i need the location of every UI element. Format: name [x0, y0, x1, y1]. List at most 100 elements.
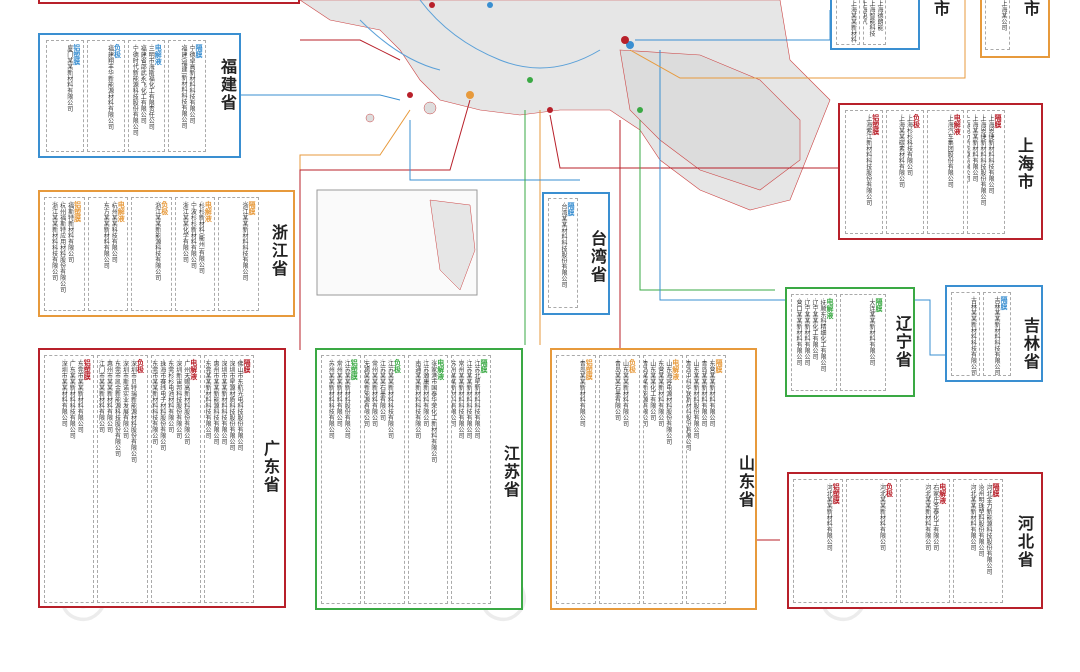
box-title: 市: [931, 0, 950, 18]
category-heading: 负极: [160, 201, 169, 215]
category-heading: 电解液: [953, 114, 962, 135]
supplier-column: 铝塑膜 ·上海紫江新材料科技股份有限公司: [845, 110, 883, 234]
company-name: ·宁德卓高新材料科技有限公司: [188, 44, 195, 124]
jilin-box: [945, 285, 1043, 382]
company-name: ·厦门某某新材料有限公司: [65, 44, 73, 112]
company-name: ·东莞杉杉电池材料有限公司: [166, 359, 174, 433]
category-heading: 电解液: [826, 298, 834, 319]
category-heading: 铝塑膜: [832, 483, 841, 504]
company-name: ·江苏某某新材料科技有限公司: [465, 359, 472, 439]
company-name: ·东营某某新材料有限公司: [656, 359, 664, 427]
company-name: ·上海杉杉科技有限公司: [905, 114, 913, 176]
supplier-column: 铝塑膜 ·福斯特新材料有限公司 ·杭州福斯特应用材料股份有限公司 ·浙江某某新材料科技…: [44, 197, 85, 311]
connector-line: [409, 120, 580, 181]
company-name: ·辽宁某某化工有限公司: [811, 298, 818, 360]
company-name: ·江门市某某新材料有限公司: [97, 359, 105, 433]
category-heading: 铝塑膜: [585, 359, 594, 380]
supplier-column: ·上海德朗能 ·上海智能科技 ·上海电气: [862, 0, 886, 45]
company-name: ·江苏某某新材料股份有限公司: [343, 359, 351, 439]
company-name: ·杭州福斯特应用材料股份有限公司: [58, 201, 66, 293]
company-name: ·深圳市星源材质科技股份有限公司: [228, 359, 235, 451]
company-name: ·珠海市赛纬电子材料股份有限公司: [158, 359, 166, 451]
category-heading: 隔膜: [247, 201, 256, 215]
category-heading: 电解液: [938, 483, 947, 504]
connector-line: [299, 109, 411, 190]
jilin-title: 吉林省: [1021, 317, 1040, 371]
company-name: ·营口某某新材料有限公司: [795, 298, 802, 366]
supplier-column: 电解液 ·石家庄圣泰化工有限公司 ·河北某某新材料有限公司: [899, 479, 950, 603]
company-name: ·东莞市某某新材料有限公司: [76, 359, 84, 433]
category-heading: 隔膜: [992, 483, 1000, 497]
supplier-column: 隔膜 ·江苏北星新材料科技有限公司 ·江苏某某新材料科技有限公司 ·常州某某新材料科技…: [450, 355, 491, 604]
company-name: ·青岛某某新材料有限公司: [700, 359, 707, 427]
hebei-box: [787, 472, 1043, 609]
company-name: ·青岛某某新能源有限公司: [642, 359, 648, 427]
shandong-title: 山东省: [736, 455, 755, 509]
supplier-column: 铝塑膜 ·青岛某某新材料有限公司: [556, 355, 597, 604]
company-name: ·江苏某某新材料科技有限公司: [386, 359, 394, 439]
supplier-column: 电解液 ·抚顺东科精细化工有限公司 ·辽宁某某化工有限公司 ·辽宁某某新材料有限公司 ·…: [791, 294, 837, 391]
company-name: ·苏州某某新材料有限公司: [450, 359, 456, 427]
company-name: ·上海某某碳素材料有限公司: [897, 114, 905, 188]
company-name: ·大连某某新材料有限公司: [868, 298, 875, 366]
supplier-column: 铝塑膜 ·江苏某某新材料股份有限公司 ·常州某某新材料有限公司 ·苏州某某新材料科技有…: [321, 355, 362, 604]
category-heading: 负极: [113, 44, 122, 58]
category-heading: 隔膜: [480, 359, 488, 373]
supplier-column: 隔膜 ·佛山市东航光电科技股份有限公司 ·深圳市星源材质科技股份有限公司 ·深圳市某某…: [203, 355, 254, 603]
connector-line: [549, 114, 840, 169]
guangdong-title: 广东省: [261, 440, 280, 494]
category-heading: 负极: [885, 483, 894, 497]
connector-line: [639, 120, 775, 291]
supplier-column: 铝塑膜 ·河北某某新材料有限公司: [793, 479, 844, 603]
company-name: ·深圳市贝特瑞新能源材料股份有限公司: [129, 359, 137, 463]
company-name: ·深圳市斯诺实业发展有限公司: [121, 359, 129, 439]
category-heading: 隔膜: [994, 114, 1002, 128]
supplier-column: 隔膜 ·吉林某某新材料科技有限公司: [982, 292, 1011, 376]
company-name: ·上海某某新材料: [849, 0, 857, 43]
supplier-column: ·上海某某新材料: [836, 0, 860, 45]
company-name: ·吉林某某新材料科技有限公司: [993, 296, 1000, 376]
jiangsu-title: 江苏省: [501, 445, 520, 499]
company-name: ·辽宁某某新材料有限公司: [803, 298, 810, 366]
supplier-column: 隔膜 ·河北金力新能源科技股份有限公司 ·沧州明珠塑料股份有限公司 ·河北某某新材料有…: [952, 479, 1003, 603]
shanghai-title: 上海市: [1015, 137, 1034, 191]
company-name: ·上海恩捷新材料科技有限公司: [987, 114, 994, 194]
category-heading: 电解液: [204, 201, 213, 222]
company-name: ·浙江某某新材料科技有限公司: [240, 201, 248, 281]
company-name: ·上海德朗能: [876, 0, 883, 31]
company-name: ·常州某某新材料科技有限公司: [457, 359, 464, 439]
company-name: ·深圳市某某新材料科技有限公司: [220, 359, 227, 445]
supplier-column: 电解液 ·三明市海斯福化工有限责任公司 ·福建省邵武永飞化工有限公司 ·宁德时代新能源…: [127, 40, 166, 152]
company-name: ·江苏瀚康新材料有限公司: [421, 359, 429, 427]
category-heading: 电解液: [117, 201, 126, 222]
company-name: ·青岛某某石墨有限公司: [613, 359, 621, 421]
category-heading: 铝塑膜: [73, 201, 82, 222]
category-heading: 隔膜: [1000, 296, 1008, 310]
company-name: ·吉林某某新材料科技有限公司: [969, 296, 977, 376]
company-name: ·上海某公司: [1000, 0, 1007, 31]
company-name: ·东方某某新材料有限公司: [102, 201, 110, 269]
company-name: ·深圳新宙邦科技股份有限公司: [174, 359, 182, 439]
supplier-column: ·吉林某某新材料科技有限公司: [951, 292, 980, 376]
company-name: ·福斯特新材料有限公司: [66, 201, 74, 263]
supplier-column: 电解液 ·杉杉新材料(衢州)有限公司 ·宁波杉杉新材料有限公司 ·浙江某某化学有限公司: [174, 197, 216, 311]
category-heading: 铝塑膜: [350, 359, 359, 380]
supplier-column: 负极 ·上海杉杉科技有限公司 ·上海某某碳素材料有限公司: [885, 110, 924, 234]
supplier-column: 隔膜 ·东营某某新材料有限公司 ·青岛某某新材料有限公司 ·山东某某新材料股份有限公司…: [685, 355, 726, 604]
taiwan-box: [542, 192, 610, 315]
category-heading: 隔膜: [195, 44, 203, 58]
company-name: ·惠州市某某新材料有限公司: [105, 359, 113, 433]
company-name: ·苏州某某新材料科技有限公司: [327, 359, 335, 439]
supplier-column: 负极 ·福建翔丰华新能源材料有限公司: [86, 40, 125, 152]
supplier-column: 电解液 ·广州天赐高新材料股份有限公司 ·深圳新宙邦科技股份有限公司 ·东莞杉杉电池材…: [150, 355, 201, 603]
liaoning-box: [785, 287, 915, 397]
taiwan-title: 台湾省: [588, 230, 607, 284]
supplier-column: 铝塑膜 ·厦门某某新材料有限公司: [46, 40, 84, 152]
supplier-column: 电解液 ·上海汽车集团股份有限公司: [926, 110, 965, 234]
company-name: ·江苏某某石墨有限公司: [378, 359, 386, 421]
connector-line: [300, 39, 401, 61]
jiangsu-box: [315, 348, 523, 610]
company-name: ·上海智能科技: [868, 0, 875, 37]
northeast-shape: [619, 49, 801, 191]
